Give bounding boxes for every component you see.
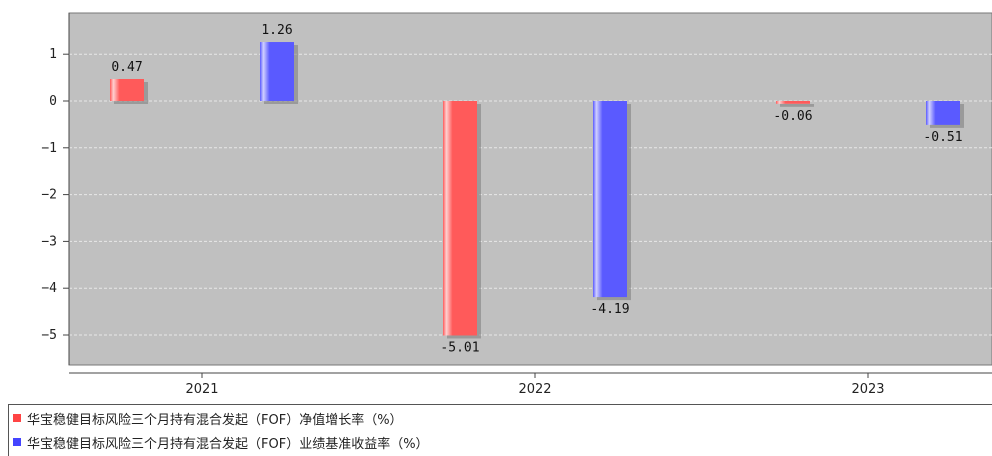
legend-item-series-1: 华宝稳健目标风险三个月持有混合发起（FOF）净值增长率（%） — [9, 407, 992, 429]
legend-label-series-1: 华宝稳健目标风险三个月持有混合发起（FOF）净值增长率（%） — [27, 412, 403, 428]
data-label: -5.01 — [440, 340, 479, 355]
legend-swatch-blue — [13, 438, 21, 446]
bars — [110, 42, 964, 339]
bar-net-value-growth — [110, 79, 144, 101]
data-label: -4.19 — [590, 302, 629, 317]
x-axis: 2021 2022 2023 — [69, 372, 992, 397]
y-tick-label: −5 — [41, 328, 57, 343]
x-tick-label: 2021 — [185, 382, 218, 397]
y-tick-label: 0 — [49, 94, 57, 109]
data-label: -0.06 — [773, 109, 812, 124]
bar-benchmark-return — [926, 101, 960, 125]
data-label: -0.51 — [923, 130, 962, 145]
bar-chart: 1 0 −1 −2 −3 −4 −5 2021 2022 2023 0.47 -5.01 -0.06… — [41, 12, 992, 397]
bar-net-value-growth — [776, 101, 810, 104]
y-axis: 1 0 −1 −2 −3 −4 −5 — [41, 13, 70, 365]
y-tick-label: 1 — [49, 47, 57, 62]
x-tick-label: 2022 — [518, 382, 551, 397]
y-tick-label: −2 — [41, 188, 57, 203]
legend-swatch-red — [13, 414, 21, 422]
plot-area — [68, 12, 992, 366]
y-tick-label: −4 — [41, 281, 57, 296]
legend: 华宝稳健目标风险三个月持有混合发起（FOF）净值增长率（%） 华宝稳健目标风险三… — [8, 404, 992, 456]
gridlines — [69, 53, 992, 336]
x-tick-label: 2023 — [851, 382, 884, 397]
bar-shadow — [780, 104, 814, 107]
bar-net-value-growth — [443, 101, 477, 336]
bar-benchmark-return — [260, 42, 294, 101]
data-label: 0.47 — [111, 60, 142, 75]
y-tick-label: −3 — [41, 234, 57, 249]
y-tick-label: −1 — [41, 141, 57, 156]
legend-label-series-2: 华宝稳健目标风险三个月持有混合发起（FOF）业绩基准收益率（%） — [27, 436, 429, 452]
data-labels: 0.47 -5.01 -0.06 1.26 -4.19 -0.51 — [111, 23, 962, 355]
legend-item-series-2: 华宝稳健目标风险三个月持有混合发起（FOF）业绩基准收益率（%） — [9, 431, 992, 453]
bar-benchmark-return — [593, 101, 627, 298]
data-label: 1.26 — [261, 23, 292, 38]
